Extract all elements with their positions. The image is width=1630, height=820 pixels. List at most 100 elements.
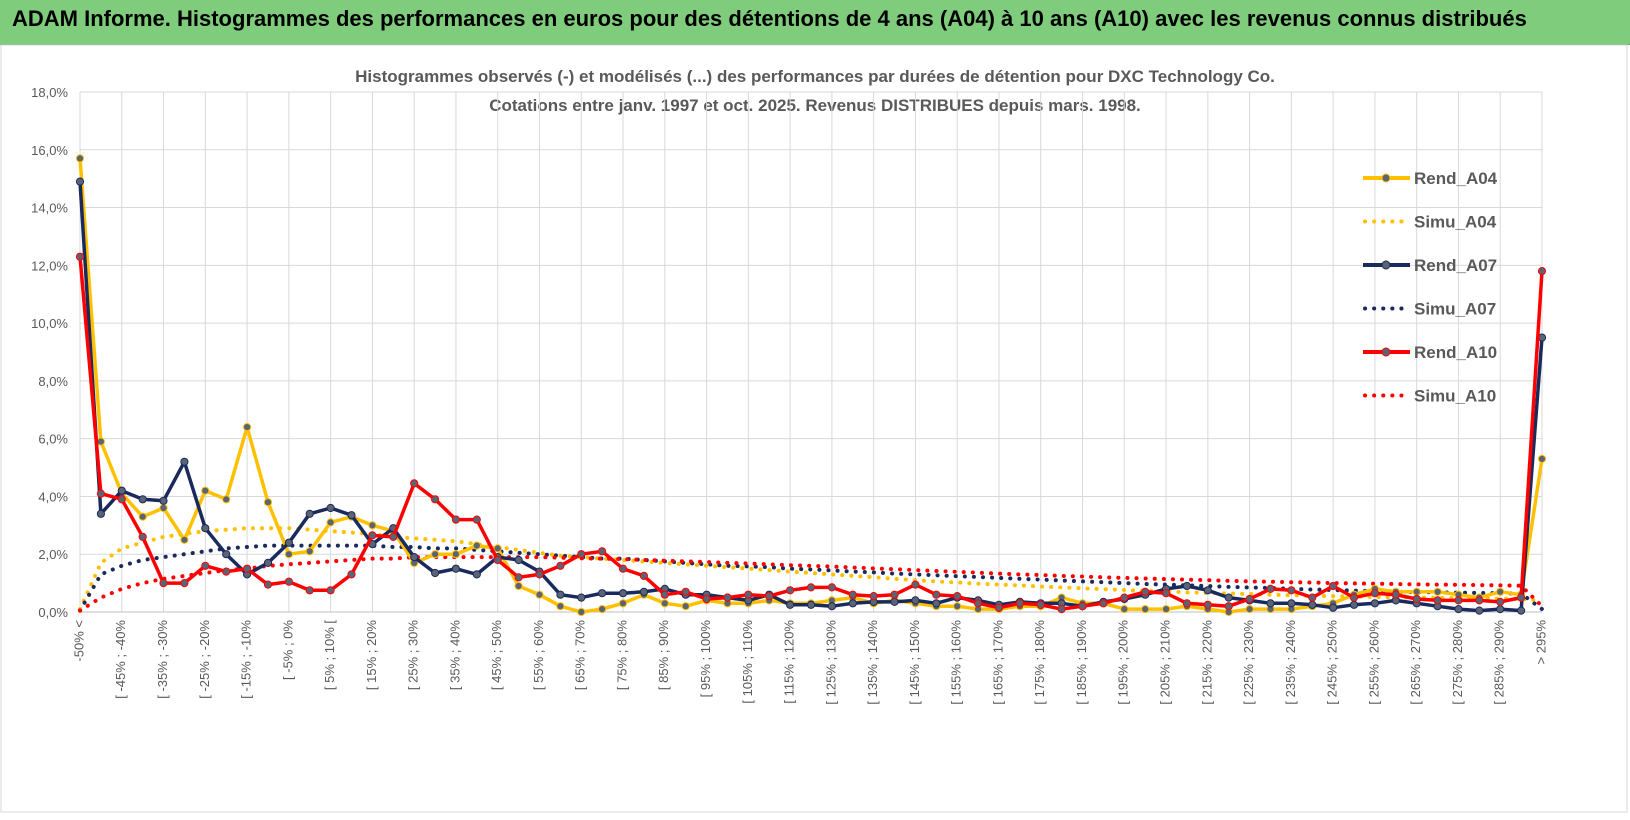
- data-point: [305, 547, 314, 556]
- x-tick-label: [ 235% ; 240%: [1283, 620, 1298, 705]
- data-point: [723, 593, 732, 602]
- data-point: [556, 602, 565, 611]
- data-point: [598, 589, 607, 598]
- data-point: [994, 603, 1004, 612]
- line-chart: Histogrammes observés (-) et modélisés (…: [0, 44, 1628, 813]
- data-point: [514, 555, 523, 565]
- x-tick-label: [ 185% ; 190%: [1074, 620, 1089, 705]
- x-tick-label: [ 275% ; 280%: [1450, 620, 1465, 705]
- data-point: [96, 509, 106, 518]
- data-point: [138, 495, 147, 504]
- x-tick-label: [ 105% ; 110%: [740, 620, 755, 704]
- data-point: [1141, 605, 1150, 614]
- data-point: [1329, 603, 1338, 612]
- data-point: [472, 570, 481, 579]
- data-point: [493, 544, 502, 553]
- data-point: [1349, 600, 1359, 609]
- data-point: [1496, 597, 1505, 607]
- data-point: [1370, 589, 1380, 598]
- data-point: [535, 570, 544, 579]
- header-banner: ADAM Informe. Histogrammes des performan…: [0, 0, 1630, 45]
- data-point: [1412, 587, 1421, 596]
- data-point: [1182, 599, 1192, 608]
- x-tick-label: [ 195% ; 200%: [1116, 620, 1131, 705]
- data-point: [410, 552, 419, 562]
- data-point: [932, 590, 941, 599]
- data-point: [1475, 596, 1484, 605]
- data-point: [1162, 589, 1171, 598]
- data-point: [598, 547, 607, 556]
- series-rend-a10: [75, 252, 1547, 614]
- data-point: [598, 605, 607, 614]
- data-point: [953, 592, 962, 601]
- y-tick-label: 2,0%: [38, 547, 68, 562]
- x-tick-label: [ -45% ; -40%: [113, 620, 128, 699]
- data-point: [556, 590, 565, 599]
- data-point: [284, 538, 293, 547]
- data-point: [1308, 593, 1317, 602]
- y-tick-label: 12,0%: [31, 258, 68, 273]
- data-point: [827, 602, 837, 611]
- data-point: [180, 579, 189, 588]
- data-point: [305, 509, 314, 518]
- legend-item: Rend_A04: [1363, 169, 1498, 188]
- x-tick-label: -50% <: [71, 620, 86, 662]
- data-point: [1537, 267, 1547, 276]
- data-point: [431, 550, 440, 559]
- data-point: [96, 489, 106, 498]
- data-point: [201, 524, 210, 533]
- legend: Rend_A04 Simu_A04 Rend_A07 Simu_A07 Rend_A10…: [1363, 169, 1498, 406]
- data-point: [431, 568, 440, 578]
- legend-label: Simu_A07: [1414, 300, 1496, 319]
- x-axis: -50% < [ -45% ; -40% [ -35% ; -30% [ -25% ;…: [71, 611, 1548, 705]
- data-point: [681, 602, 690, 611]
- x-tick-label: [ -35% ; -30%: [155, 620, 170, 699]
- data-point: [1078, 602, 1087, 611]
- data-point: [263, 558, 273, 568]
- data-point: [159, 496, 168, 505]
- legend-label: Simu_A04: [1414, 213, 1497, 232]
- x-tick-label: [ 215% ; 220%: [1199, 620, 1214, 705]
- chart-area: Histogrammes observés (-) et modélisés (…: [0, 44, 1630, 815]
- data-point: [1287, 599, 1296, 608]
- data-point: [1057, 605, 1066, 614]
- data-point: [180, 457, 189, 466]
- data-point: [1496, 605, 1505, 614]
- x-tick-label: [ 155% ; 160%: [949, 620, 964, 705]
- x-tick-label: [ 115% ; 120%: [782, 620, 797, 704]
- data-point: [639, 587, 649, 596]
- data-point: [1329, 581, 1338, 591]
- x-tick-label: [ 125% ; 130%: [823, 620, 838, 705]
- data-point: [1015, 599, 1025, 608]
- x-tick-label: [ 95% ; 100%: [698, 620, 713, 698]
- data-point: [786, 586, 795, 595]
- data-point: [806, 600, 816, 609]
- data-point: [263, 498, 273, 507]
- data-point: [410, 479, 419, 488]
- x-tick-label: [ 15% ; 20%: [364, 620, 379, 691]
- data-point: [472, 515, 481, 524]
- x-tick-label: [ 145% ; 150%: [907, 620, 922, 705]
- data-point: [1162, 605, 1171, 614]
- legend-label: Rend_A10: [1414, 343, 1497, 362]
- data-point: [890, 597, 899, 607]
- x-tick-label: [ -25% ; -20%: [197, 620, 212, 699]
- x-tick-label: [ 5% ; 10% [: [322, 620, 337, 690]
- data-point: [1203, 600, 1212, 609]
- data-point: [911, 596, 920, 605]
- data-point: [1308, 600, 1317, 609]
- data-point: [117, 486, 126, 495]
- data-point: [368, 521, 377, 530]
- legend-item: Rend_A07: [1363, 256, 1497, 275]
- data-point: [827, 583, 837, 592]
- data-point: [1036, 600, 1045, 609]
- x-tick-label: [ 165% ; 170%: [990, 620, 1005, 705]
- y-tick-label: 8,0%: [38, 374, 68, 389]
- data-point: [1475, 606, 1484, 615]
- x-tick-label: [ 175% ; 180%: [1032, 620, 1047, 705]
- data-point: [117, 495, 126, 504]
- data-point: [1120, 593, 1129, 602]
- data-point: [75, 154, 85, 163]
- data-point: [389, 532, 398, 541]
- data-point: [577, 550, 586, 559]
